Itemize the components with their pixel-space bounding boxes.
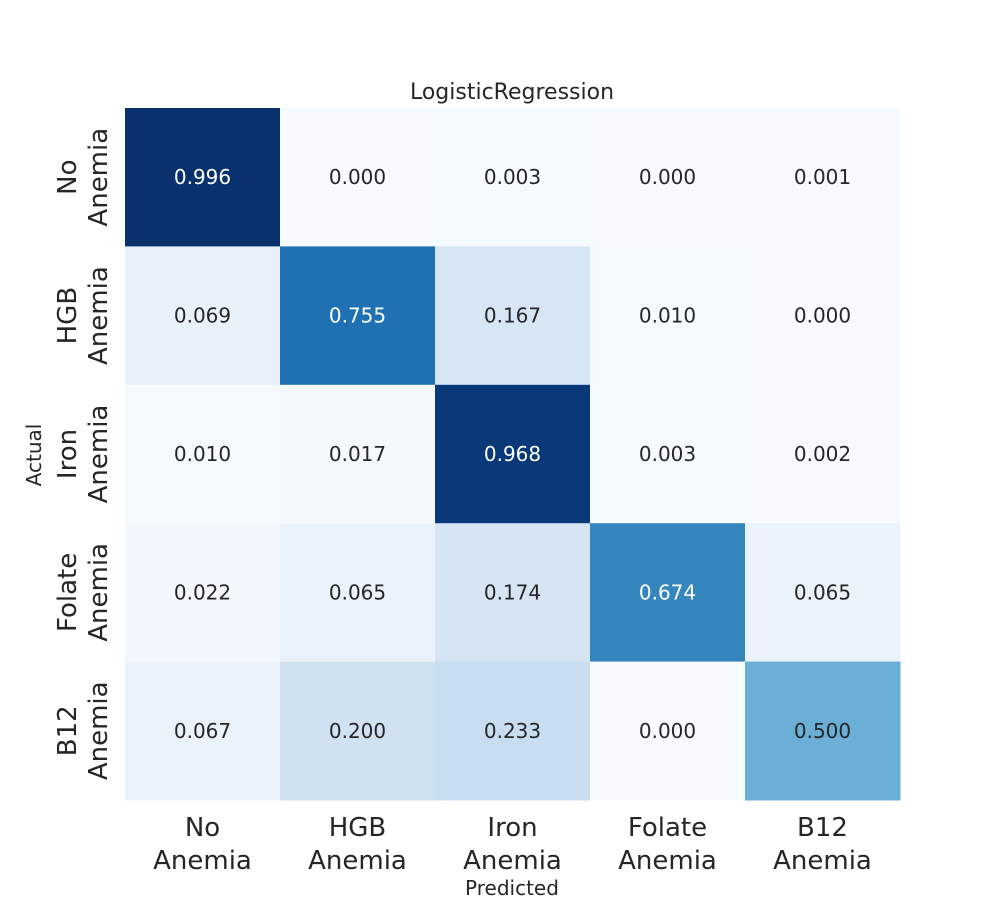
cell-value-label: 0.755 <box>329 304 386 328</box>
heatmap-cell <box>590 384 746 524</box>
y-tick-label: FolateAnemia <box>53 543 114 642</box>
cell-value-label: 0.200 <box>329 719 386 743</box>
heatmap-cell <box>435 384 591 524</box>
heatmap-cell <box>590 661 746 801</box>
chart-title: LogisticRegression <box>410 80 614 105</box>
heatmap-cell <box>125 108 281 247</box>
cell-value-label: 0.017 <box>329 442 386 466</box>
heatmap-cells: 0.996 0.000 0.003 0.000 0.001 0.069 0.755 0.167… <box>125 108 901 801</box>
cell-value-label: 0.500 <box>794 719 851 743</box>
heatmap-cell <box>280 661 436 801</box>
cell-value-label: 0.065 <box>329 580 386 604</box>
heatmap-cell <box>435 661 591 801</box>
heatmap-cell <box>745 108 901 247</box>
heatmap-cell <box>590 246 746 386</box>
cell-value-label: 0.000 <box>794 304 851 328</box>
cell-value-label: 0.001 <box>794 165 851 189</box>
cell-value-label: 0.167 <box>484 304 541 328</box>
x-tick-label: HGB Anemia <box>308 813 407 876</box>
cell-value-label: 0.174 <box>484 580 541 604</box>
heatmap-cell <box>280 384 436 524</box>
y-tick-labels: NoAnemia HGBAnemia IronAnemia FolateAnemia B… <box>53 128 114 780</box>
heatmap-cell <box>745 384 901 524</box>
heatmap-cell <box>125 523 281 663</box>
heatmap-cell <box>435 108 591 247</box>
heatmap-cell <box>280 246 436 386</box>
cell-value-label: 0.003 <box>484 165 541 189</box>
heatmap-cell <box>125 384 281 524</box>
heatmap-cell <box>590 108 746 247</box>
cell-value-label: 0.022 <box>174 580 231 604</box>
heatmap-cell <box>125 661 281 801</box>
cell-value-label: 0.002 <box>794 442 851 466</box>
x-tick-label: B12 Anemia <box>773 813 872 876</box>
cell-value-label: 0.000 <box>639 719 696 743</box>
y-axis-label: Actual <box>22 424 46 487</box>
heatmap-cell <box>280 108 436 247</box>
cell-value-label: 0.067 <box>174 719 231 743</box>
heatmap-cell <box>590 523 746 663</box>
x-axis-label: Predicted <box>465 876 559 900</box>
heatmap-cell <box>745 661 901 801</box>
x-tick-label: Iron Anemia <box>463 813 562 876</box>
cell-value-label: 0.674 <box>639 580 696 604</box>
y-tick-label: NoAnemia <box>53 128 114 227</box>
cell-value-label: 0.010 <box>174 442 231 466</box>
cell-value-label: 0.968 <box>484 442 541 466</box>
x-tick-labels: No Anemia HGB Anemia Iron Anemia Folate Anemia B… <box>153 813 872 876</box>
heatmap-cell <box>745 246 901 386</box>
x-tick-label: No Anemia <box>153 813 252 876</box>
heatmap-cell <box>125 246 281 386</box>
cell-value-label: 0.069 <box>174 304 231 328</box>
y-tick-label: B12Anemia <box>53 681 114 780</box>
cell-value-label: 0.000 <box>329 165 386 189</box>
cell-value-label: 0.003 <box>639 442 696 466</box>
heatmap-cell <box>435 246 591 386</box>
heatmap-cell <box>435 523 591 663</box>
heatmap-cell <box>745 523 901 663</box>
x-tick-label: Folate Anemia <box>618 813 717 876</box>
heatmap-cell <box>280 523 436 663</box>
y-tick-label: HGBAnemia <box>53 266 114 365</box>
cell-value-label: 0.996 <box>174 165 231 189</box>
cell-value-label: 0.000 <box>639 165 696 189</box>
cell-value-label: 0.065 <box>794 580 851 604</box>
cell-value-label: 0.233 <box>484 719 541 743</box>
cell-value-label: 0.010 <box>639 304 696 328</box>
y-tick-label: IronAnemia <box>53 405 114 504</box>
